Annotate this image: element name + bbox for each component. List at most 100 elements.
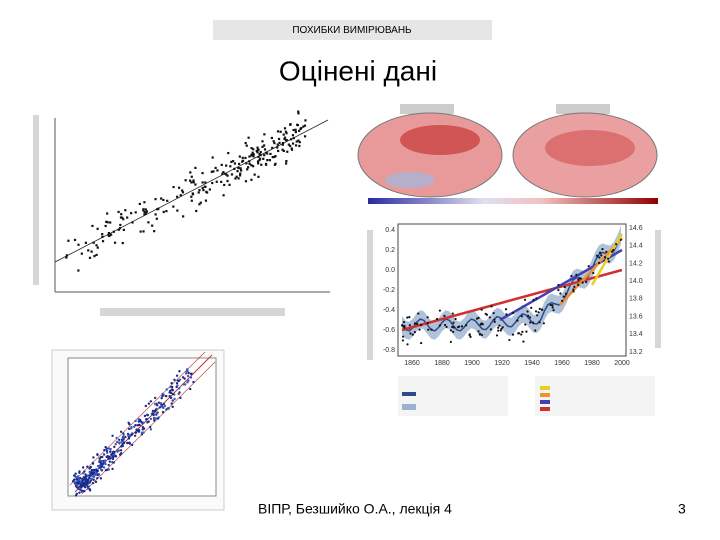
point: [426, 321, 429, 325]
point: [142, 208, 145, 211]
point: [408, 316, 411, 319]
point: [134, 419, 137, 423]
point: [160, 404, 163, 407]
point: [585, 280, 588, 284]
point: [96, 473, 100, 477]
legend-box: [535, 376, 655, 416]
point: [255, 149, 258, 153]
point: [276, 146, 279, 149]
point: [140, 420, 143, 423]
point: [79, 476, 82, 480]
point: [406, 316, 409, 319]
point: [225, 164, 228, 167]
point: [504, 308, 508, 311]
point: [176, 384, 179, 387]
point: [120, 445, 123, 448]
point: [253, 173, 256, 176]
point: [119, 430, 123, 433]
point: [190, 195, 193, 198]
point: [179, 396, 182, 400]
point: [73, 238, 77, 242]
point: [201, 181, 204, 184]
point: [132, 425, 136, 428]
scatter-figure-1: [33, 110, 330, 316]
point: [138, 202, 141, 206]
point: [101, 465, 104, 468]
point: [233, 162, 237, 165]
point: [283, 136, 287, 139]
point: [86, 485, 89, 488]
point: [176, 195, 179, 198]
point: [166, 199, 169, 202]
point: [240, 169, 243, 172]
point: [615, 243, 618, 246]
point: [149, 400, 153, 403]
point: [517, 332, 520, 335]
point: [263, 133, 266, 136]
point: [537, 311, 540, 314]
right-tick-label: 14.2: [629, 260, 643, 267]
point: [259, 154, 262, 157]
point: [93, 468, 96, 472]
point: [277, 149, 280, 153]
point: [256, 146, 259, 149]
point: [592, 271, 595, 275]
point: [178, 370, 181, 373]
point: [492, 312, 495, 315]
point: [272, 140, 275, 143]
point: [94, 480, 98, 484]
point: [260, 163, 263, 166]
point: [160, 396, 163, 400]
point: [93, 255, 96, 258]
point: [116, 450, 119, 453]
point: [263, 148, 267, 151]
point: [190, 199, 193, 202]
point: [281, 148, 284, 151]
point: [454, 317, 457, 321]
point: [271, 146, 274, 149]
diagonal: [81, 361, 216, 495]
point: [153, 230, 156, 233]
point: [190, 181, 193, 184]
point: [285, 132, 288, 135]
left-tick-label: -0.2: [383, 287, 395, 294]
point: [238, 155, 241, 158]
point: [295, 140, 298, 143]
point: [113, 450, 116, 454]
point: [134, 431, 138, 435]
point: [505, 313, 508, 316]
point: [283, 127, 287, 130]
point: [118, 442, 121, 445]
point: [106, 451, 109, 454]
point: [102, 453, 106, 456]
point: [78, 471, 81, 474]
point: [165, 408, 168, 411]
point: [529, 321, 532, 324]
point: [274, 155, 277, 158]
right-tick-label: 13.8: [629, 296, 643, 303]
point: [281, 143, 284, 146]
point: [111, 467, 114, 471]
point: [169, 389, 172, 392]
point: [258, 152, 261, 156]
point: [88, 489, 92, 492]
slide-title: Оцінені дані: [279, 55, 437, 86]
point: [202, 188, 205, 192]
point: [208, 188, 211, 191]
point: [229, 165, 232, 168]
point: [173, 378, 176, 382]
point: [480, 333, 484, 337]
point: [122, 218, 125, 221]
point: [237, 166, 240, 170]
point: [130, 433, 134, 436]
fit-line: [54, 119, 329, 263]
point: [179, 194, 182, 197]
point: [84, 477, 87, 481]
point: [182, 215, 185, 218]
point: [83, 470, 86, 473]
point: [237, 177, 240, 180]
point: [477, 316, 480, 319]
point: [96, 227, 99, 230]
point: [610, 250, 614, 253]
point: [563, 286, 566, 289]
